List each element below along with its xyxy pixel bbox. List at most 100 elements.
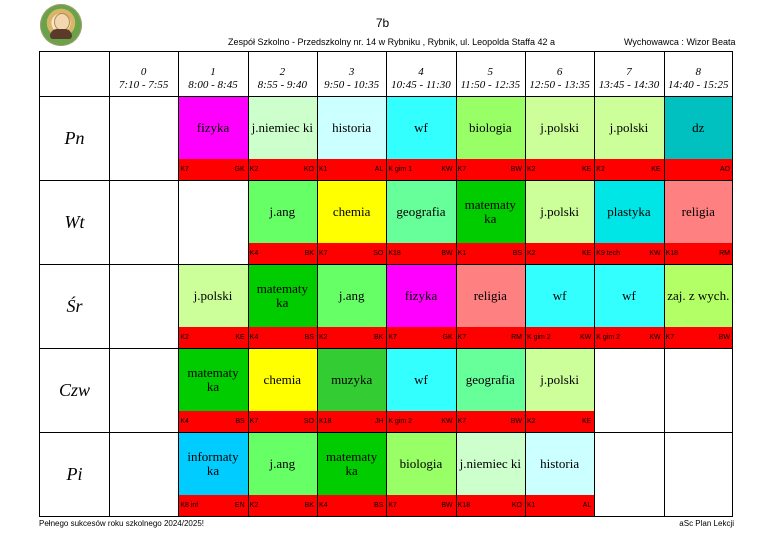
lesson-cell[interactable]: historia K1 AL	[316, 96, 387, 180]
lesson-cell[interactable]: wf K gim 1 KW	[386, 96, 456, 180]
lesson-room: K gim 2	[526, 334, 551, 341]
period-time: 8:55 - 9:40	[257, 79, 308, 91]
lesson-cell[interactable]: wf K gim 2 KW	[386, 348, 456, 432]
lesson-teacher: KE	[581, 166, 592, 173]
period-number: 2	[279, 66, 286, 78]
lesson-info-bar: K18 KO	[455, 495, 525, 516]
lesson-cell[interactable]: biologia K7 BW	[455, 96, 525, 180]
lesson-cell[interactable]: dz AO	[663, 96, 733, 180]
lesson-room: K7	[665, 334, 675, 341]
lesson-cell[interactable]: fizyka K7 GK	[178, 96, 248, 180]
lesson-cell[interactable]: geografia K18 BW	[386, 180, 456, 264]
lesson-cell[interactable]: plastyka K9 tech KW	[594, 180, 664, 264]
period-time: 7:10 - 7:55	[118, 79, 169, 91]
grid-line-vertical	[455, 52, 457, 516]
period-number: 7	[626, 66, 632, 78]
lesson-room: K1	[457, 250, 467, 257]
lesson-subject: historia	[332, 119, 372, 135]
lesson-cell[interactable]: j.niemiec ki K18 KO	[455, 432, 525, 516]
lesson-cell[interactable]: matematy ka K1 BS	[455, 180, 525, 264]
lesson-info-bar: K2 KE	[178, 327, 248, 348]
lesson-info-bar: K7 GK	[386, 327, 456, 348]
lesson-room: K7	[388, 334, 397, 341]
lesson-room: K1	[526, 502, 536, 509]
lesson-info-bar: K7 BW	[455, 411, 525, 432]
lesson-cell[interactable]: zaj. z wych. K7 BW	[663, 264, 733, 348]
lesson-cell[interactable]: chemia K7 SO	[247, 348, 317, 432]
footer-generator: aSc Plan Lekcji	[679, 519, 734, 528]
lesson-info-bar: K4 BS	[247, 327, 317, 348]
lesson-room: K2	[249, 502, 259, 509]
lesson-teacher: BW	[718, 334, 730, 341]
lesson-info-bar: K7 RM	[455, 327, 525, 348]
grid-line-vertical	[178, 52, 180, 516]
lesson-room: K7	[457, 334, 467, 341]
period-number: 3	[348, 66, 355, 78]
lesson-info-bar: K18 JH	[316, 411, 387, 432]
lesson-room: K18	[318, 418, 332, 425]
lesson-teacher: BW	[510, 166, 522, 173]
lesson-room: K gim 2	[596, 334, 621, 341]
lesson-teacher: SO	[303, 418, 314, 425]
lesson-cell[interactable]: matematy ka K4 BS	[247, 264, 317, 348]
lesson-room: K7	[318, 250, 328, 257]
lesson-cell[interactable]: geografia K7 BW	[455, 348, 525, 432]
period-header: 8 14:40 - 15:25	[664, 52, 733, 96]
lesson-subject: muzyka	[331, 371, 373, 387]
lesson-cell[interactable]: matematy ka K4 BS	[178, 348, 248, 432]
lesson-subject: religia	[473, 287, 507, 303]
lesson-cell[interactable]: biologia K7 BW	[386, 432, 456, 516]
lesson-cell[interactable]: j.polski K2 KE	[524, 348, 595, 432]
lesson-cell[interactable]: wf K gim 2 KW	[594, 264, 664, 348]
lesson-subject: fizyka	[404, 287, 438, 303]
lesson-cell[interactable]: muzyka K18 JH	[316, 348, 387, 432]
lesson-cell[interactable]: j.polski K2 KE	[524, 180, 595, 264]
grid-line-vertical	[316, 52, 318, 516]
lesson-subject: j.polski	[609, 119, 649, 135]
lesson-teacher: BW	[510, 418, 522, 425]
lesson-cell[interactable]: j.ang K2 BK	[247, 432, 317, 516]
lesson-info-bar: K7 BW	[455, 159, 525, 180]
lesson-subject: geografia	[465, 371, 515, 387]
period-time: 10:45 - 11:30	[391, 79, 451, 91]
lesson-subject: religia	[681, 203, 715, 219]
lesson-cell[interactable]: religia K18 RM	[663, 180, 733, 264]
lesson-cell[interactable]: historia K1 AL	[524, 432, 595, 516]
school-name: Zespół Szkolno - Przedszkolny nr. 14 w R…	[228, 37, 556, 47]
lesson-cell[interactable]: religia K7 RM	[455, 264, 525, 348]
lesson-cell[interactable]: j.polski K2 KE	[594, 96, 664, 180]
lesson-cell[interactable]: informaty ka K8 inf EN	[178, 432, 248, 516]
lesson-teacher: BW	[441, 502, 453, 509]
lesson-cell[interactable]: fizyka K7 GK	[386, 264, 456, 348]
lesson-info-bar: K2 KE	[594, 159, 664, 180]
lesson-subject: geografia	[396, 203, 446, 219]
lesson-subject: wf	[414, 371, 428, 387]
lesson-cell[interactable]: j.polski K2 KE	[178, 264, 248, 348]
lesson-subject: j.ang	[269, 455, 296, 471]
lesson-info-bar: K2 KE	[524, 411, 595, 432]
lesson-info-bar: K7 SO	[316, 243, 387, 264]
lesson-cell[interactable]: wf K gim 2 KW	[524, 264, 595, 348]
lesson-cell[interactable]: matematy ka K4 BS	[316, 432, 387, 516]
lesson-room: K gim 1	[388, 166, 413, 173]
lesson-cell[interactable]: chemia K7 SO	[316, 180, 387, 264]
period-header: 7 13:45 - 14:30	[594, 52, 663, 96]
lesson-info-bar: K4 BS	[316, 495, 387, 516]
lesson-cell[interactable]: j.ang K2 BK	[316, 264, 387, 348]
lesson-cell[interactable]: j.niemiec ki K2 KO	[247, 96, 317, 180]
lesson-cell[interactable]: j.ang K4 BK	[247, 180, 317, 264]
lesson-info-bar: K7 GK	[178, 159, 248, 180]
period-number: 1	[210, 66, 216, 78]
lesson-info-bar: K2 KE	[524, 243, 595, 264]
footer-message: Pełnego sukcesów roku szkolnego 2024/202…	[39, 519, 204, 528]
lesson-room: K18	[665, 250, 679, 257]
period-number: 0	[140, 66, 147, 78]
period-header: 0 7:10 - 7:55	[109, 52, 178, 96]
lesson-subject: chemia	[263, 371, 302, 387]
lesson-cell[interactable]: j.polski K2 KE	[524, 96, 595, 180]
lesson-subject: fizyka	[196, 119, 230, 135]
lesson-teacher: GK	[234, 166, 245, 173]
lesson-teacher: KW	[441, 166, 453, 173]
lesson-teacher: KO	[511, 502, 522, 509]
grid-line-vertical	[109, 52, 110, 516]
